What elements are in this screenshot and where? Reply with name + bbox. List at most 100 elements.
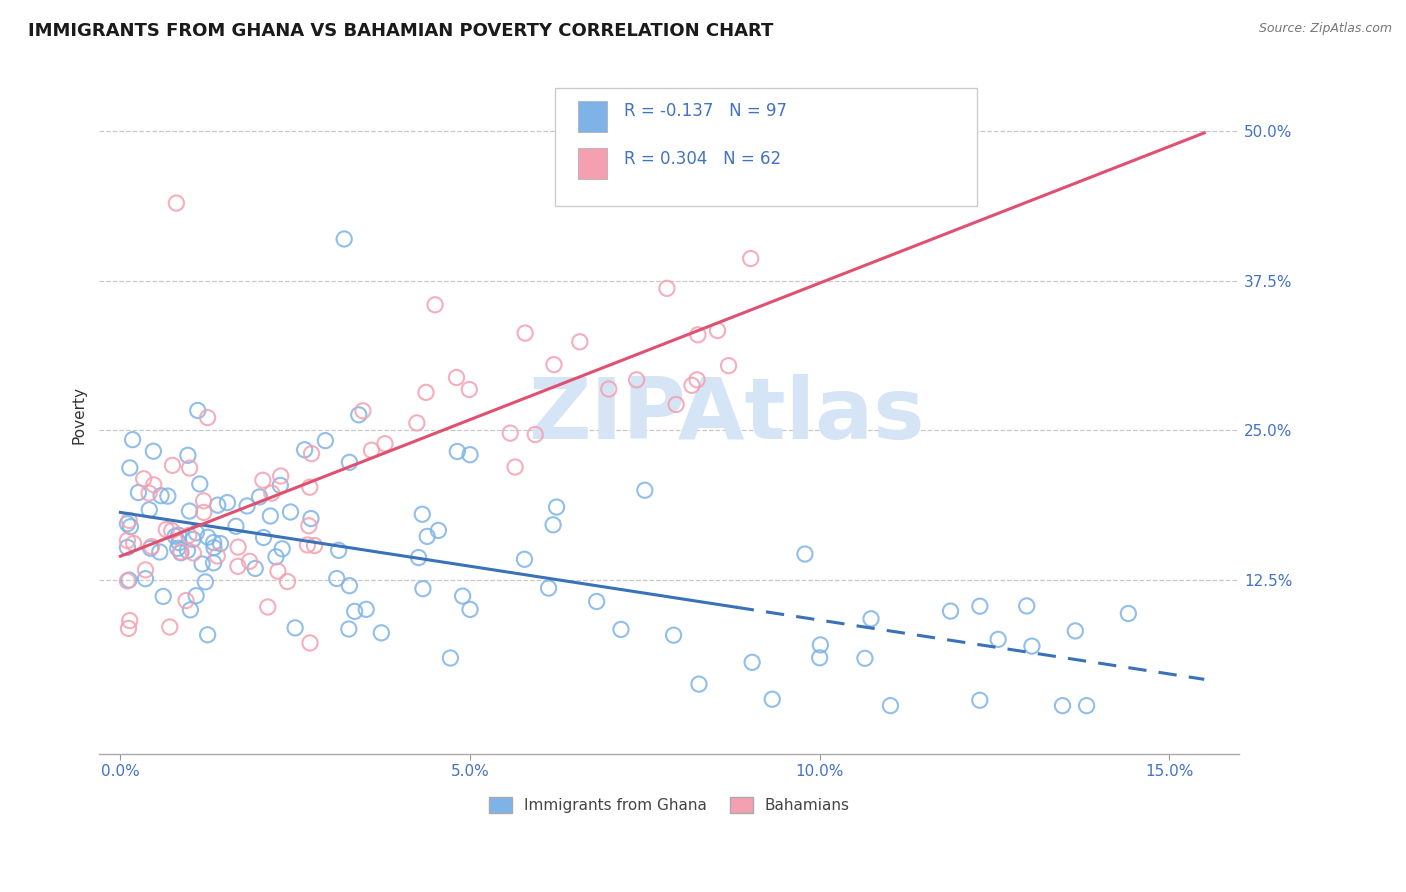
Point — [610, 623, 633, 637]
Point — [226, 559, 249, 574]
Point — [347, 408, 370, 422]
Point — [165, 529, 187, 543]
Point — [165, 196, 187, 211]
Point — [1052, 698, 1074, 713]
Point — [121, 433, 143, 447]
Point — [328, 543, 350, 558]
Point — [120, 519, 142, 533]
Point — [969, 599, 991, 614]
Point — [256, 599, 278, 614]
Point — [686, 373, 709, 387]
Point — [122, 536, 145, 550]
Point — [260, 486, 283, 500]
Point — [117, 622, 139, 636]
Point — [634, 483, 657, 498]
Point — [879, 698, 901, 713]
Point — [681, 378, 703, 392]
Point — [179, 461, 201, 475]
Point — [427, 524, 450, 538]
Point — [118, 614, 141, 628]
Point — [267, 564, 290, 578]
Point — [439, 651, 461, 665]
Point — [793, 547, 815, 561]
Point — [176, 543, 198, 558]
Point — [142, 478, 165, 492]
Point — [423, 298, 446, 312]
Point — [245, 561, 267, 575]
Point — [202, 541, 225, 555]
Point — [152, 590, 174, 604]
Point — [159, 620, 181, 634]
Point — [269, 478, 291, 492]
Point — [969, 693, 991, 707]
Point — [458, 448, 481, 462]
Text: Source: ZipAtlas.com: Source: ZipAtlas.com — [1258, 22, 1392, 36]
Point — [187, 403, 209, 417]
Point — [343, 604, 366, 618]
Point — [134, 572, 156, 586]
Point — [177, 528, 200, 542]
Point — [207, 549, 229, 563]
Point — [987, 632, 1010, 647]
Point — [118, 573, 141, 587]
Point — [853, 651, 876, 665]
Point — [686, 327, 709, 342]
Point — [155, 523, 177, 537]
Point — [181, 533, 204, 547]
Point — [370, 625, 392, 640]
Point — [193, 493, 215, 508]
Point — [354, 602, 377, 616]
Point — [808, 650, 831, 665]
Point — [717, 359, 740, 373]
Point — [1021, 639, 1043, 653]
Point — [374, 436, 396, 450]
Point — [149, 545, 172, 559]
Point — [1015, 599, 1038, 613]
Point — [193, 505, 215, 519]
Point — [252, 531, 274, 545]
Point — [655, 281, 678, 295]
Point — [568, 334, 591, 349]
Point — [546, 500, 568, 514]
Point — [706, 324, 728, 338]
Point — [408, 550, 430, 565]
Text: R = 0.304   N = 62: R = 0.304 N = 62 — [624, 150, 780, 168]
Point — [191, 557, 214, 571]
Point — [186, 589, 208, 603]
Point — [167, 528, 190, 542]
Point — [167, 535, 190, 549]
Point — [170, 546, 193, 560]
Text: R = -0.137   N = 97: R = -0.137 N = 97 — [624, 103, 787, 120]
Point — [162, 458, 184, 473]
Point — [458, 383, 481, 397]
Point — [127, 485, 149, 500]
Point — [405, 416, 427, 430]
Point — [451, 589, 474, 603]
Point — [810, 638, 832, 652]
Point — [352, 404, 374, 418]
Point — [446, 370, 468, 384]
Point — [298, 636, 321, 650]
Point — [284, 621, 307, 635]
Point — [186, 525, 208, 540]
Point — [294, 442, 316, 457]
Point — [166, 541, 188, 556]
Point — [271, 541, 294, 556]
Point — [415, 385, 437, 400]
Point — [236, 499, 259, 513]
Point — [197, 530, 219, 544]
Point — [207, 498, 229, 512]
Y-axis label: Poverty: Poverty — [72, 386, 86, 444]
Point — [270, 469, 292, 483]
Point — [503, 460, 526, 475]
Point — [337, 622, 360, 636]
Point — [183, 546, 205, 560]
Point — [197, 410, 219, 425]
Point — [741, 656, 763, 670]
Point — [939, 604, 962, 618]
Point — [264, 549, 287, 564]
Point — [188, 477, 211, 491]
Point — [238, 554, 260, 568]
Point — [301, 447, 323, 461]
Point — [179, 504, 201, 518]
